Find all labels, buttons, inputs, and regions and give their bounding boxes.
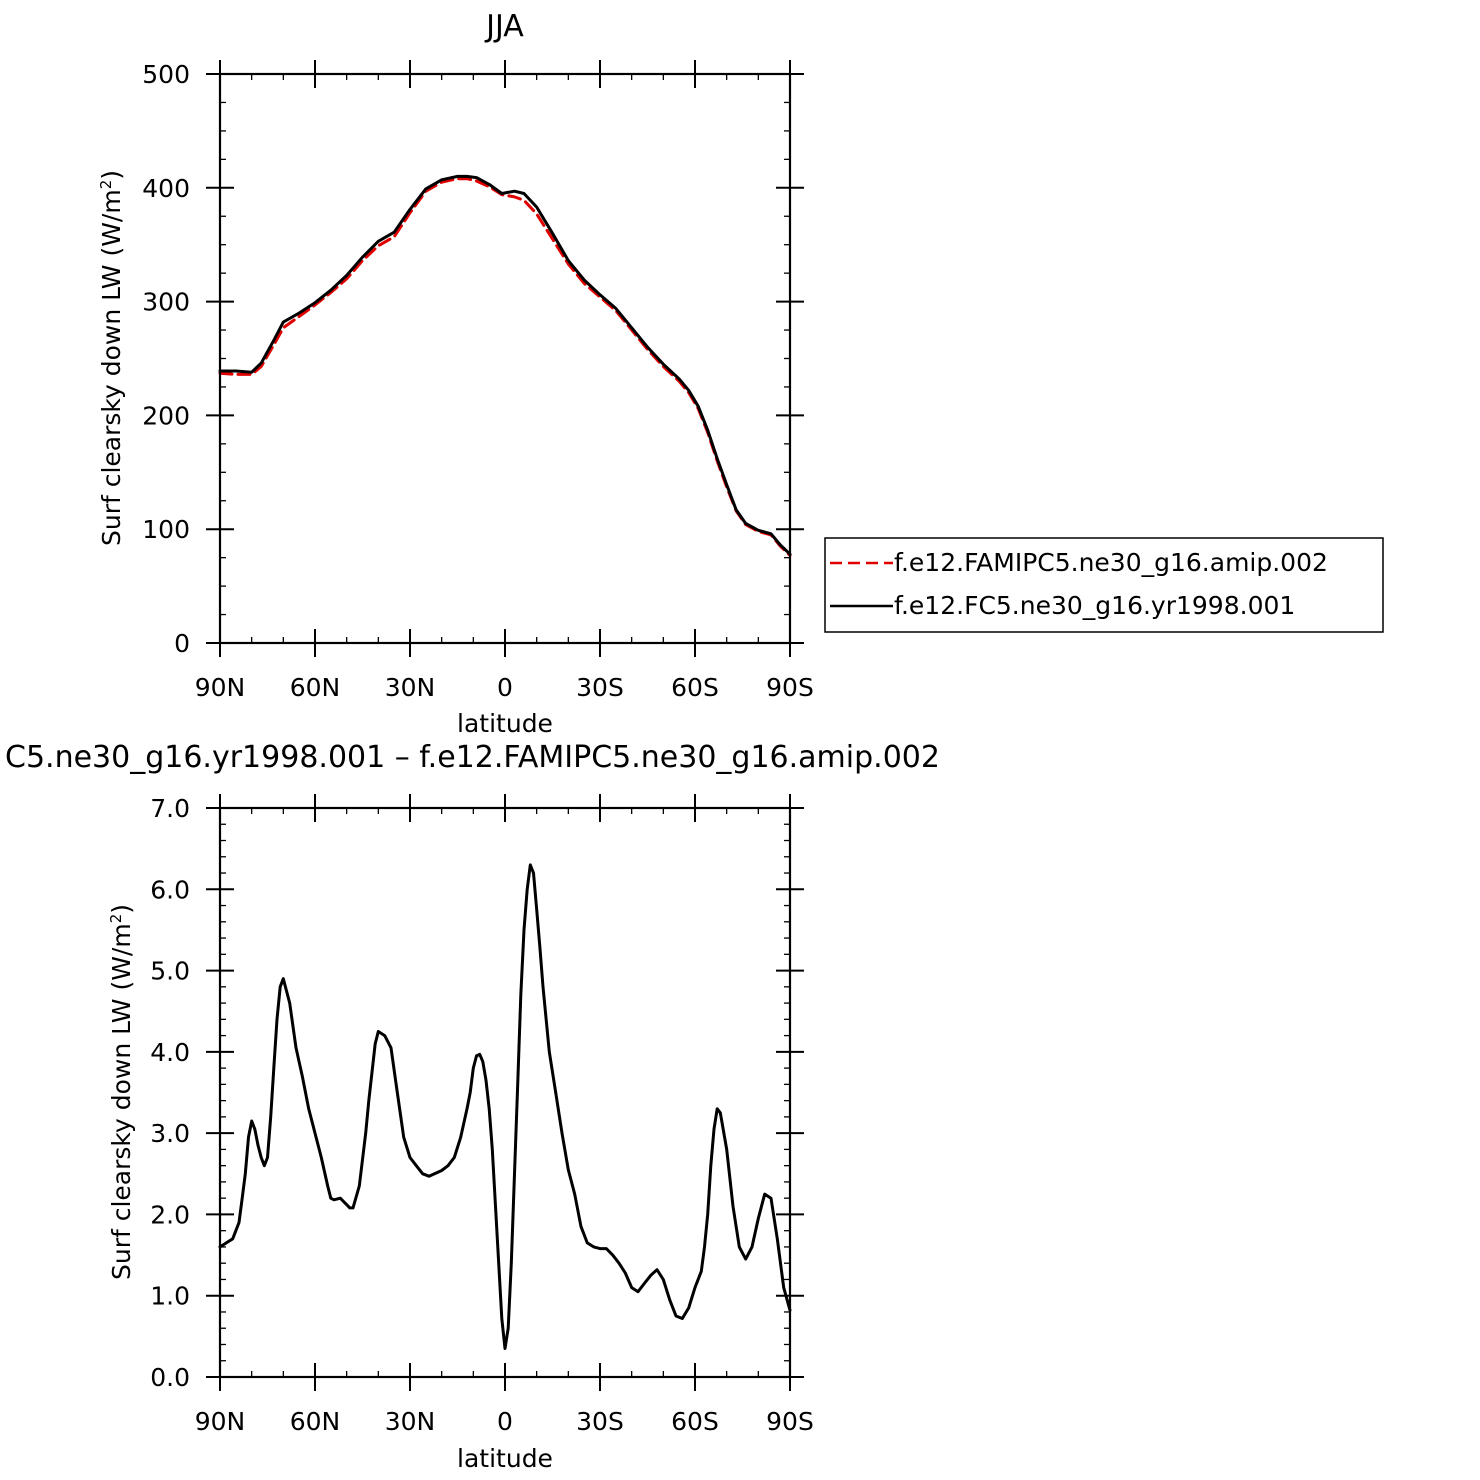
top-y-axis-title-main: Surf clearsky down LW (W/m bbox=[97, 189, 126, 546]
top-x-tick-label: 60S bbox=[671, 673, 719, 702]
bottom-x-tick-label: 60N bbox=[290, 1407, 341, 1436]
bottom-y-tick-label: 6.0 bbox=[150, 875, 190, 904]
bottom-x-tick-label: 30N bbox=[385, 1407, 436, 1436]
top-y-tick-label: 100 bbox=[142, 515, 190, 544]
legend-label-amip: f.e12.FAMIPC5.ne30_g16.amip.002 bbox=[894, 548, 1328, 577]
top-x-tick-label: 0 bbox=[497, 673, 513, 702]
top-y-tick-label: 200 bbox=[142, 401, 190, 430]
bottom-y-tick-label: 4.0 bbox=[150, 1038, 190, 1067]
top-y-tick-label: 0 bbox=[174, 629, 190, 658]
bottom-y-tick-label: 3.0 bbox=[150, 1119, 190, 1148]
bottom-y-tick-label: 7.0 bbox=[150, 794, 190, 823]
bottom-y-tick-label: 0.0 bbox=[150, 1363, 190, 1392]
bottom-x-tick-label: 60S bbox=[671, 1407, 719, 1436]
top-series-line-0 bbox=[218, 177, 792, 557]
bottom-y-axis-title-end: ) bbox=[107, 904, 136, 914]
legend: f.e12.FAMIPC5.ne30_g16.amip.002 f.e12.FC… bbox=[824, 537, 1384, 633]
top-series-line-1 bbox=[218, 174, 792, 556]
top-chart-title: JJA bbox=[484, 9, 524, 44]
top-y-tick-label: 300 bbox=[142, 288, 190, 317]
top-y-axis-title-sup: 2 bbox=[97, 180, 115, 190]
bottom-x-tick-label: 90S bbox=[766, 1407, 814, 1436]
top-x-tick-label: 30N bbox=[385, 673, 436, 702]
bottom-chart: C5.ne30_g16.yr1998.001 – f.e12.FAMIPC5.n… bbox=[5, 740, 940, 1473]
bottom-y-axis-title: Surf clearsky down LW (W/m2) bbox=[107, 904, 136, 1280]
bottom-x-tick-label: 0 bbox=[497, 1407, 513, 1436]
top-y-axis-title-end: ) bbox=[97, 170, 126, 180]
legend-box bbox=[824, 537, 1384, 633]
legend-label-fc5: f.e12.FC5.ne30_g16.yr1998.001 bbox=[894, 591, 1295, 620]
top-x-tick-label: 60N bbox=[290, 673, 341, 702]
bottom-y-tick-label: 5.0 bbox=[150, 957, 190, 986]
bottom-series-line-0 bbox=[218, 863, 792, 1350]
bottom-x-axis-title: latitude bbox=[457, 1444, 553, 1473]
top-x-tick-label: 30S bbox=[576, 673, 624, 702]
bottom-y-tick-label: 2.0 bbox=[150, 1200, 190, 1229]
bottom-y-tick-label: 1.0 bbox=[150, 1282, 190, 1311]
bottom-chart-title: C5.ne30_g16.yr1998.001 – f.e12.FAMIPC5.n… bbox=[5, 740, 940, 775]
top-y-tick-label: 400 bbox=[142, 174, 190, 203]
top-x-tick-label: 90N bbox=[195, 673, 246, 702]
bottom-x-tick-label: 30S bbox=[576, 1407, 624, 1436]
bottom-y-axis-title-main: Surf clearsky down LW (W/m bbox=[107, 923, 136, 1280]
top-x-tick-label: 90S bbox=[766, 673, 814, 702]
top-y-tick-label: 500 bbox=[142, 60, 190, 89]
bottom-y-axis-title-sup: 2 bbox=[107, 914, 125, 924]
top-y-axis-title: Surf clearsky down LW (W/m2) bbox=[97, 170, 126, 546]
top-plot-frame bbox=[218, 72, 792, 645]
bottom-x-tick-label: 90N bbox=[195, 1407, 246, 1436]
top-x-axis-title: latitude bbox=[457, 709, 553, 738]
